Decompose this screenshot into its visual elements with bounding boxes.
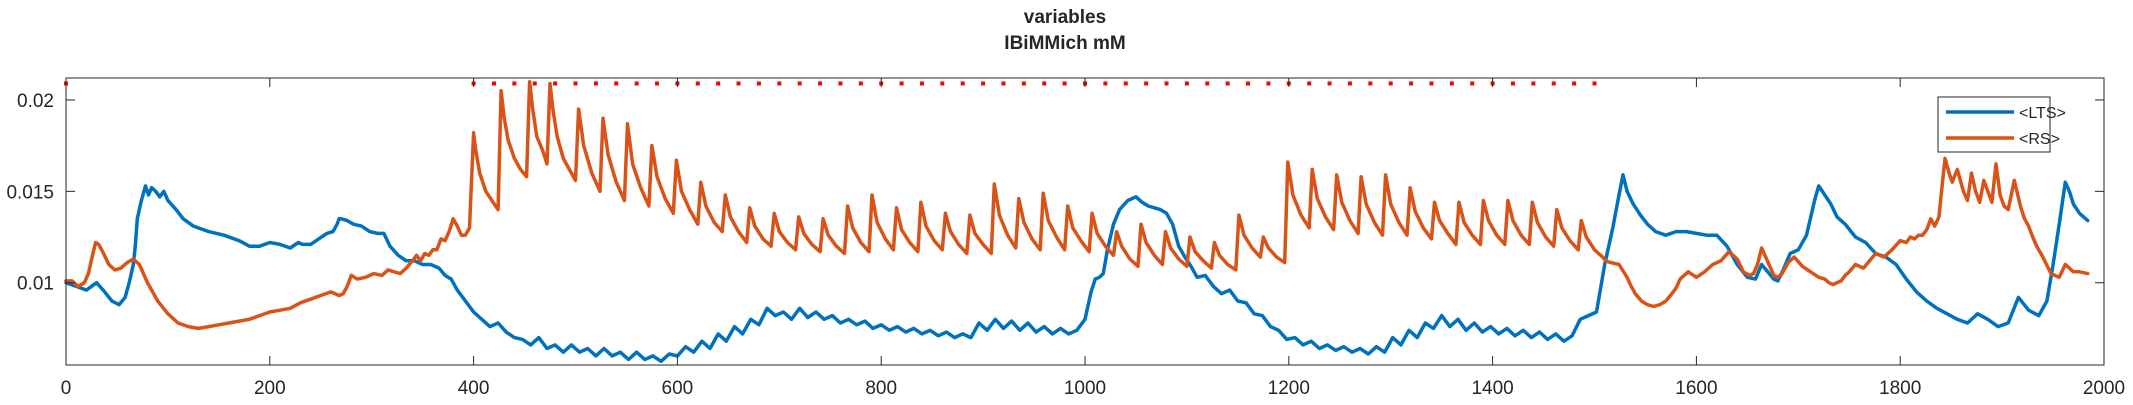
legend-label-rs: <RS>	[2019, 131, 2060, 148]
reference-dot	[634, 81, 639, 86]
reference-dot	[655, 81, 660, 86]
reference-dot	[512, 81, 517, 86]
reference-dot	[1266, 81, 1271, 86]
x-tick-label: 800	[865, 378, 897, 399]
y-tick-label: 0.02	[17, 91, 54, 112]
x-tick-label: 1000	[1064, 378, 1106, 399]
reference-dot	[1205, 81, 1210, 86]
reference-dot	[756, 81, 761, 86]
reference-dot	[1184, 81, 1189, 86]
x-tick-label: 200	[254, 378, 286, 399]
reference-dot	[695, 81, 700, 86]
reference-dot	[818, 81, 823, 86]
reference-dot	[960, 81, 965, 86]
reference-dot	[1042, 81, 1047, 86]
chart-title: variables	[1024, 7, 1106, 28]
reference-dot	[553, 81, 558, 86]
y-tick-label: 0.01	[17, 274, 54, 295]
reference-dot	[858, 81, 863, 86]
reference-dot	[532, 81, 537, 86]
chart-subtitle: IBiMMich mM	[1004, 33, 1125, 54]
series-layer	[64, 79, 2090, 364]
reference-dot	[1021, 81, 1026, 86]
x-axis: 0 200 400 600 800 1000 1200 1400 1600 1800 2000	[61, 78, 2125, 399]
reference-dot	[1327, 81, 1332, 86]
y-tick-label: 0.015	[6, 182, 54, 203]
reference-dot	[797, 81, 802, 86]
x-tick-label: 1800	[1879, 378, 1921, 399]
reference-dot	[593, 81, 598, 86]
x-tick-label: 1400	[1471, 378, 1513, 399]
reference-dot	[1103, 81, 1108, 86]
reference-dot	[981, 81, 986, 86]
reference-dot	[1551, 81, 1556, 86]
reference-dot	[573, 81, 578, 86]
reference-dot	[1449, 81, 1454, 86]
reference-dot	[1001, 81, 1006, 86]
reference-dot	[1062, 81, 1067, 86]
reference-dot	[1429, 81, 1434, 86]
reference-dot	[491, 81, 496, 86]
reference-dot	[838, 81, 843, 86]
reference-dot	[1592, 81, 1597, 86]
series-line-rs	[64, 79, 2090, 331]
x-tick-label: 1600	[1675, 378, 1717, 399]
x-tick-label: 0	[61, 378, 72, 399]
reference-dot	[1246, 81, 1251, 86]
reference-dot	[1347, 81, 1352, 86]
reference-dot	[1164, 81, 1169, 86]
x-tick-label: 400	[458, 378, 490, 399]
reference-dot	[1470, 81, 1475, 86]
reference-dot	[940, 81, 945, 86]
series-line-lts	[64, 173, 2090, 364]
reference-dot	[1225, 81, 1230, 86]
reference-dot	[1123, 81, 1128, 86]
reference-dot	[1409, 81, 1414, 86]
reference-dot	[1531, 81, 1536, 86]
reference-dot	[614, 81, 619, 86]
reference-dot	[777, 81, 782, 86]
reference-dot	[1510, 81, 1515, 86]
reference-dot	[919, 81, 924, 86]
y-axis: 0.01 0.015 0.02	[6, 91, 2104, 295]
reference-dot	[716, 81, 721, 86]
x-tick-label: 600	[662, 378, 694, 399]
legend: <LTS> <RS>	[1937, 96, 2066, 153]
reference-dot	[736, 81, 741, 86]
x-tick-label: 2000	[2083, 378, 2125, 399]
reference-dot	[1144, 81, 1149, 86]
reference-dot	[899, 81, 904, 86]
legend-label-lts: <LTS>	[2019, 105, 2066, 122]
reference-dot	[1307, 81, 1312, 86]
legend-box	[1937, 96, 2051, 153]
reference-dot	[1388, 81, 1393, 86]
reference-dot	[1368, 81, 1373, 86]
reference-dot	[1572, 81, 1577, 86]
x-tick-label: 1200	[1268, 378, 1310, 399]
